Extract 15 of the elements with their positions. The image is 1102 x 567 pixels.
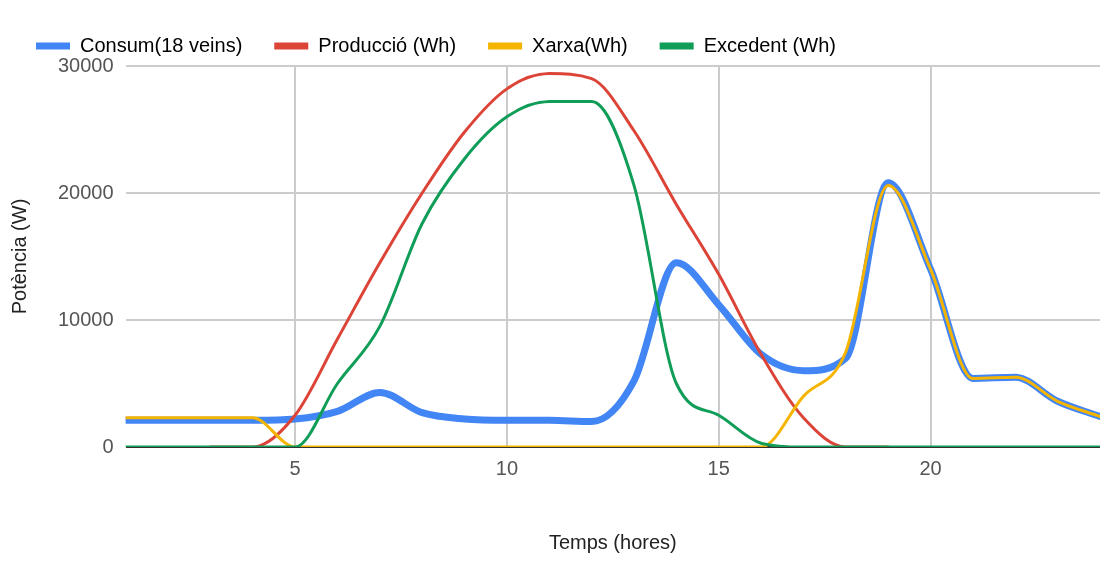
x-tick-label: 10 [495,456,519,479]
y-axis-title: Potència (W) [7,198,30,315]
legend-label: Excedent (Wh) [703,33,836,56]
legend-label: Xarxa(Wh) [532,33,628,56]
line-series [125,100,1100,447]
legend-label: Consum(18 veins) [80,33,243,56]
y-tick-label: 20000 [57,180,114,203]
legend-label: Producció (Wh) [318,33,457,56]
y-tick-label: 10000 [57,307,114,330]
y-tick-label: 0 [102,434,114,457]
x-tick-label: 20 [919,456,942,479]
y-tick-label: 30000 [57,53,114,76]
x-tick-label: 15 [707,456,730,479]
x-tick-label: 5 [289,456,301,479]
x-axis-title: Temps (hores) [548,530,677,553]
